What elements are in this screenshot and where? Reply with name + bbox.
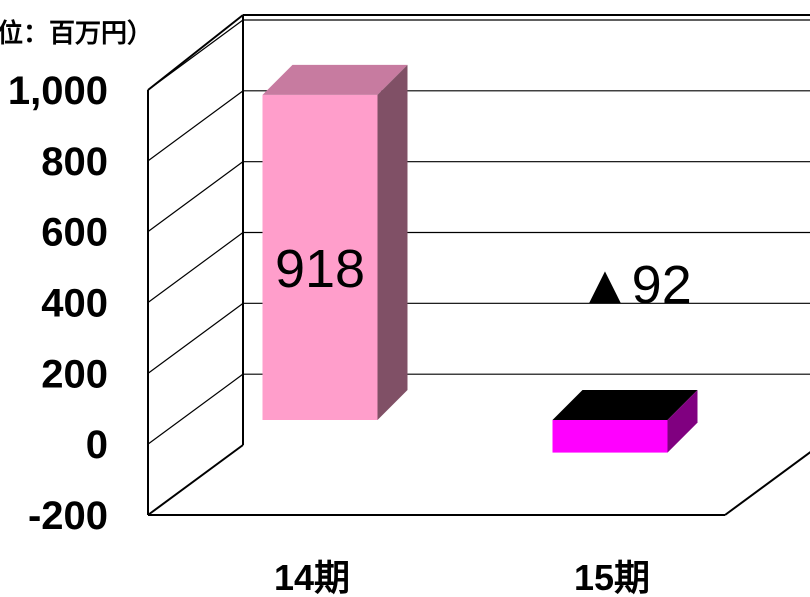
gridline-side xyxy=(147,232,244,303)
unit-label: 位：百万円） xyxy=(0,18,153,48)
floor-left-edge xyxy=(147,444,244,516)
floor-right-edge xyxy=(724,451,810,516)
chart-walls xyxy=(147,14,810,516)
x-axis-tick-labels: 14期 15期 xyxy=(274,557,650,597)
y-axis-tick-labels: -200 0 200 400 600 800 1,000 xyxy=(8,69,108,538)
bar-side xyxy=(377,64,408,420)
y-tick-label: -200 xyxy=(28,494,108,538)
gridline-side xyxy=(147,90,244,162)
y-tick-label: 200 xyxy=(41,352,108,396)
bars xyxy=(262,64,698,453)
y-tick-label: 400 xyxy=(41,282,108,326)
y-tick-label: 1,000 xyxy=(8,69,108,113)
x-tick-label: 15期 xyxy=(574,557,650,597)
left-wall-top-edge xyxy=(147,14,244,91)
bar-top xyxy=(262,64,408,95)
bar-front xyxy=(552,420,668,453)
gridline-side xyxy=(147,19,244,91)
bar-front xyxy=(262,94,378,420)
x-tick-label: 14期 xyxy=(274,557,350,597)
bar-side xyxy=(667,390,698,453)
gridline-side xyxy=(147,161,244,233)
data-labels: 918 ▲92 xyxy=(275,239,692,315)
bar-top xyxy=(552,390,698,420)
y-tick-label: 600 xyxy=(41,211,108,255)
data-label: ▲92 xyxy=(578,255,692,315)
y-tick-label: 0 xyxy=(86,423,108,467)
y-tick-label: 800 xyxy=(41,140,108,184)
gridline-side xyxy=(147,302,244,374)
data-label: 918 xyxy=(275,239,365,299)
gridline-side xyxy=(147,373,244,445)
gridlines xyxy=(147,19,810,445)
